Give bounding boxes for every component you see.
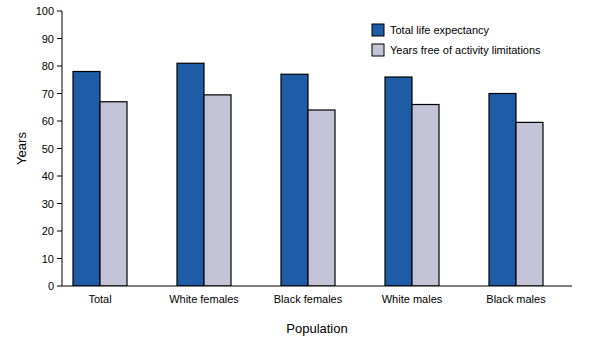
- bar: [100, 102, 127, 286]
- bar: [385, 77, 412, 286]
- y-tick: [57, 231, 62, 232]
- y-tick: [57, 11, 62, 12]
- y-tick-label: 10: [42, 253, 54, 265]
- y-tick-label: 70: [42, 88, 54, 100]
- y-tick: [57, 176, 62, 177]
- y-tick: [57, 93, 62, 94]
- y-axis-label: Years: [14, 132, 29, 165]
- bar: [516, 122, 543, 286]
- x-tick-label: White females: [169, 293, 239, 305]
- y-tick-label: 100: [36, 5, 54, 17]
- y-tick-label: 0: [48, 280, 54, 292]
- x-axis-label: Population: [286, 321, 347, 336]
- bar: [177, 63, 204, 286]
- y-tick: [57, 286, 62, 287]
- bar: [204, 95, 231, 286]
- x-axis: [62, 286, 572, 287]
- y-tick: [57, 121, 62, 122]
- y-tick: [57, 203, 62, 204]
- y-tick: [57, 258, 62, 259]
- y-tick-label: 80: [42, 60, 54, 72]
- y-tick: [57, 66, 62, 67]
- x-tick-label: Black males: [486, 293, 546, 305]
- y-tick-label: 20: [42, 225, 54, 237]
- y-tick-label: 50: [42, 143, 54, 155]
- bar: [73, 72, 100, 287]
- bars: [73, 63, 543, 286]
- x-tick-label: Black females: [274, 293, 343, 305]
- y-tick-label: 90: [42, 33, 54, 45]
- x-tick-label: White males: [382, 293, 443, 305]
- bar: [489, 94, 516, 287]
- bar: [308, 110, 335, 286]
- y-tick-label: 60: [42, 115, 54, 127]
- legend-swatch: [372, 24, 384, 36]
- legend-label: Total life expectancy: [390, 24, 490, 36]
- y-tick: [57, 38, 62, 39]
- bar: [281, 74, 308, 286]
- y-tick: [57, 148, 62, 149]
- y-tick-label: 40: [42, 170, 54, 182]
- y-tick-label: 30: [42, 198, 54, 210]
- legend-label: Years free of activity limitations: [390, 44, 541, 56]
- legend-swatch: [372, 44, 384, 56]
- x-tick-label: Total: [88, 293, 111, 305]
- chart: 0 10 20 30 40 50 60 70 80 90 100 Total White females…: [0, 0, 589, 341]
- bar: [412, 105, 439, 287]
